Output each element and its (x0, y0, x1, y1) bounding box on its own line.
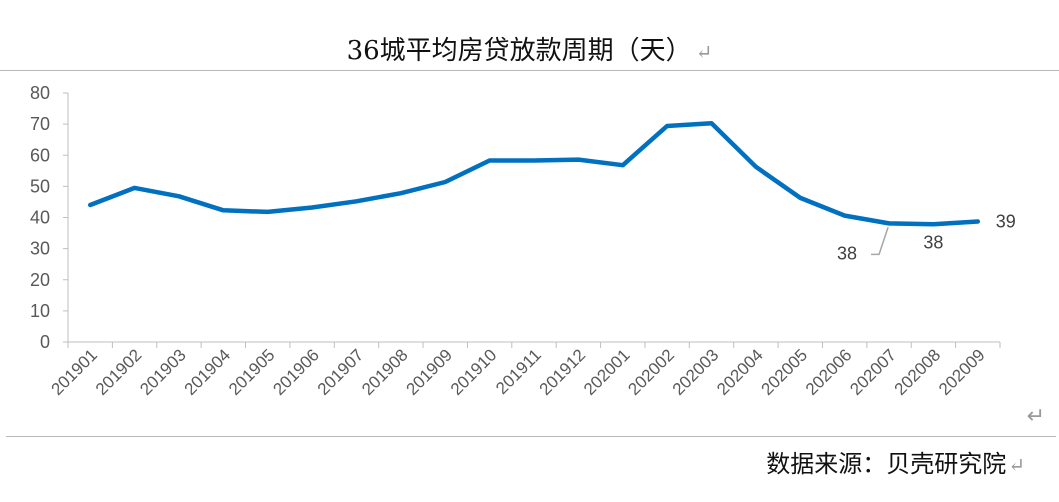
x-tick-label: 201907 (314, 345, 368, 399)
x-tick-label: 202006 (802, 345, 856, 399)
top-divider (0, 70, 1059, 71)
page-title: 36城平均房贷放款周期（天） ↵ (0, 30, 1059, 67)
x-tick-label: 202004 (713, 345, 767, 399)
y-tick-label: 20 (30, 270, 50, 290)
x-tick-label: 202002 (624, 345, 678, 399)
x-tick-label: 202001 (580, 345, 634, 399)
x-tick-label: 201909 (403, 345, 457, 399)
y-tick-label: 50 (30, 176, 50, 196)
x-tick-label: 201903 (136, 345, 190, 399)
x-tick-label: 202003 (669, 345, 723, 399)
x-tick-label: 201908 (358, 345, 412, 399)
y-tick-label: 10 (30, 301, 50, 321)
y-tick-label: 40 (30, 208, 50, 228)
data-label: 39 (996, 212, 1016, 232)
title-text: 36城平均房贷放款周期（天） (346, 36, 692, 66)
x-tick-label: 201901 (47, 345, 101, 399)
source-note: 数据来源：贝壳研究院 ↵ (766, 444, 1025, 479)
data-labels: 38 38 39 (837, 212, 1016, 264)
y-tick-label: 80 (30, 83, 50, 103)
x-tick-label: 201912 (536, 345, 590, 399)
x-tick-label: 202007 (846, 345, 900, 399)
return-icon: ↵ (1026, 404, 1045, 429)
x-tick-label: 202008 (891, 345, 945, 399)
y-tick-label: 0 (40, 332, 50, 352)
y-axis: 0 10 20 30 40 50 60 70 80 (30, 83, 69, 352)
leader-line (871, 227, 889, 256)
bottom-divider (6, 436, 1056, 437)
y-tick-label: 60 (30, 145, 50, 165)
series-group (87, 120, 981, 227)
series-line (87, 120, 981, 227)
data-label: 38 (837, 243, 857, 263)
x-tick-label: 201911 (492, 345, 545, 398)
x-tick-label: 201902 (92, 345, 146, 399)
return-icon: ↵ (695, 40, 713, 64)
x-tick-label: 202005 (758, 345, 812, 399)
x-tick-label: 201905 (225, 345, 279, 399)
return-icon: ↵ (1008, 453, 1025, 477)
x-tick-label: 201904 (181, 345, 235, 399)
x-tick-label: 201910 (447, 345, 501, 399)
x-tick-label: 201906 (269, 345, 323, 399)
data-label: 38 (923, 232, 943, 252)
x-axis: 2019012019022019032019042019052019062019… (47, 341, 1001, 399)
y-tick-label: 30 (30, 239, 50, 259)
source-text: 数据来源：贝壳研究院 (766, 450, 1007, 478)
y-tick-label: 70 (30, 114, 50, 134)
x-tick-label: 202009 (935, 345, 989, 399)
